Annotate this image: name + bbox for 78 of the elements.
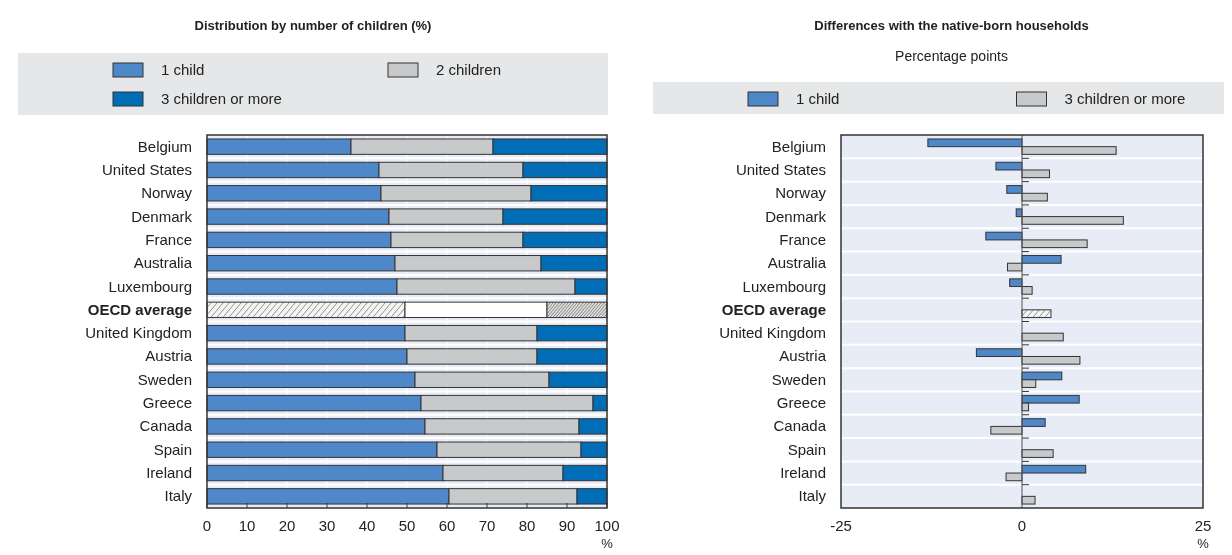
y-tick-label: Sweden (771, 370, 826, 388)
x-tick-label: 60 (438, 517, 456, 534)
x-tick-label: -25 (830, 517, 852, 534)
y-tick-label: OECD average (721, 300, 826, 318)
bar (1021, 146, 1117, 155)
y-tick-label: Spain (787, 440, 826, 458)
x-tick-label: 20 (278, 517, 296, 534)
chart-title: Differences with the native-born households (814, 18, 1089, 33)
bar (1021, 449, 1054, 458)
y-tick-label: Austria (779, 347, 827, 365)
bar (927, 138, 1023, 148)
y-tick-label: Belgium (771, 137, 826, 155)
bar (1021, 495, 1036, 505)
bar (1021, 286, 1033, 295)
y-tick-label: Italy (798, 487, 827, 505)
x-tick-label: 0 (1017, 517, 1027, 534)
bar (990, 425, 1023, 435)
y-tick-label: Canada (139, 417, 193, 435)
bar (1021, 239, 1088, 249)
y-tick-label: Greece (142, 394, 192, 412)
y-tick-label: Spain (153, 440, 192, 458)
y-tick-label: France (779, 230, 826, 248)
legend-label: 1 child (796, 90, 840, 107)
legend-label: 3 children or more (161, 90, 282, 107)
x-tick-label: 50 (398, 517, 416, 534)
y-tick-label: United Kingdom (85, 324, 192, 342)
bar (995, 161, 1023, 171)
y-tick-label: Sweden (137, 370, 192, 388)
x-tick-label: 80 (518, 517, 536, 534)
y-tick-label: Australia (767, 254, 827, 272)
y-tick-label: Italy (164, 487, 193, 505)
bar (985, 231, 1023, 241)
y-tick-label: Denmark (765, 207, 827, 225)
x-tick-label: 30 (318, 517, 336, 534)
x-axis-title: % (1197, 536, 1210, 551)
legend-label: 1 child (161, 61, 205, 78)
bar (1021, 216, 1124, 225)
bar (1005, 472, 1023, 482)
y-tick-label: Norway (775, 184, 827, 202)
bar (1021, 418, 1046, 427)
y-tick-label: United States (101, 160, 192, 178)
y-tick-label: France (145, 230, 192, 248)
y-tick-label: Greece (776, 394, 826, 412)
x-tick-label: 100 (594, 517, 620, 534)
bar (1021, 464, 1087, 474)
x-tick-label: 10 (238, 517, 256, 534)
y-tick-label: Belgium (137, 137, 192, 155)
y-tick-label: Luxembourg (108, 277, 192, 295)
y-tick-label: Ireland (780, 464, 826, 482)
y-tick-label: Ireland (146, 464, 192, 482)
y-tick-label: Canada (773, 417, 827, 435)
legend-label: 3 children or more (1064, 90, 1186, 107)
y-tick-label: OECD average (87, 300, 192, 318)
x-tick-label: 25 (1194, 517, 1212, 534)
bar (1021, 192, 1048, 202)
bar (1006, 185, 1023, 194)
bar (975, 348, 1023, 357)
x-tick-label: 0 (202, 517, 212, 534)
x-tick-label: 40 (358, 517, 376, 534)
bar (1021, 355, 1081, 365)
bar (1021, 169, 1051, 179)
bar (1007, 262, 1023, 272)
x-axis-title: % (601, 536, 614, 551)
x-tick-label: 90 (558, 517, 576, 534)
bar (1021, 255, 1062, 264)
y-tick-label: Austria (145, 347, 193, 365)
chart-subtitle: Percentage points (895, 48, 1008, 64)
y-tick-label: United Kingdom (719, 324, 826, 342)
y-tick-label: Norway (141, 184, 193, 202)
bar (1009, 278, 1023, 288)
bar (1021, 332, 1064, 342)
y-tick-label: Australia (133, 254, 193, 272)
y-tick-label: Denmark (131, 207, 193, 225)
legend-label: 2 children (436, 61, 502, 78)
chart-title: Distribution by number of children (%) (194, 18, 432, 33)
x-tick-label: 70 (478, 517, 496, 534)
y-tick-label: Luxembourg (742, 277, 826, 295)
y-tick-label: United States (735, 160, 826, 178)
